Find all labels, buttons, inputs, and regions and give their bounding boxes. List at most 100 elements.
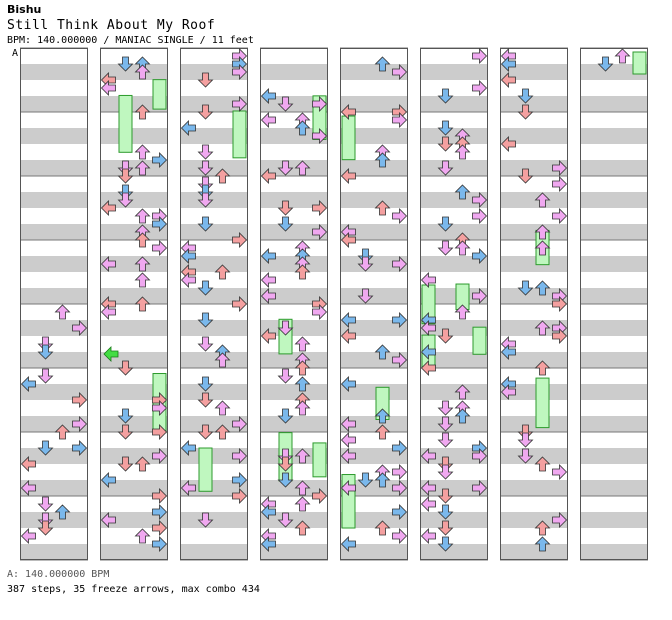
column-border xyxy=(340,48,408,560)
step-arrow-up xyxy=(374,520,391,536)
step-arrow-left xyxy=(180,248,196,264)
step-arrow-down xyxy=(117,168,134,184)
freeze-arrow xyxy=(535,377,550,429)
beat-stripe xyxy=(180,480,248,496)
step-arrow-left xyxy=(340,328,356,344)
chart-column xyxy=(580,47,648,561)
step-arrow-up xyxy=(294,496,311,512)
step-arrow-down xyxy=(437,328,454,344)
beat-stripe xyxy=(580,544,648,560)
beat-stripe xyxy=(500,96,568,112)
step-arrow-right xyxy=(232,96,248,112)
chart-column xyxy=(340,47,408,561)
beat-stripe xyxy=(500,512,568,528)
step-arrow-down xyxy=(437,416,454,432)
step-arrow-left xyxy=(340,416,356,432)
step-arrow-right xyxy=(312,128,328,144)
step-arrow-left xyxy=(260,536,276,552)
beat-stripe xyxy=(500,448,568,464)
step-arrow-down xyxy=(277,456,294,472)
step-arrow-right xyxy=(552,176,568,192)
step-arrow-right xyxy=(552,512,568,528)
step-arrow-left xyxy=(340,448,356,464)
song-title: Still Think About My Roof xyxy=(7,18,216,33)
step-arrow-right xyxy=(472,192,488,208)
step-arrow-right xyxy=(72,440,88,456)
beat-stripe xyxy=(180,256,248,272)
beat-stripe xyxy=(420,320,488,336)
step-arrow-down xyxy=(197,144,214,160)
column-border xyxy=(500,48,568,560)
step-arrow-up xyxy=(374,56,391,72)
step-arrow-down xyxy=(437,464,454,480)
beat-stripe xyxy=(180,320,248,336)
step-arrow-left xyxy=(260,112,276,128)
step-arrow-up xyxy=(214,424,231,440)
step-arrow-left xyxy=(500,72,516,88)
beat-stripe xyxy=(100,128,168,144)
beat-stripe xyxy=(420,544,488,560)
step-arrow-left xyxy=(100,472,116,488)
step-arrow-left xyxy=(260,168,276,184)
step-arrow-up xyxy=(294,120,311,136)
step-arrow-up xyxy=(214,400,231,416)
beat-stripe xyxy=(500,224,568,240)
step-arrow-down xyxy=(437,216,454,232)
beat-stripe xyxy=(100,192,168,208)
step-arrow-up xyxy=(454,384,471,400)
beat-stripe xyxy=(500,256,568,272)
section-marker: A xyxy=(12,48,19,59)
step-arrow-up xyxy=(214,352,231,368)
step-arrow-up xyxy=(454,240,471,256)
step-arrow-down xyxy=(277,96,294,112)
beat-stripe xyxy=(100,64,168,80)
step-arrow-right xyxy=(472,480,488,496)
step-arrow-up xyxy=(134,256,151,272)
step-arrow-up xyxy=(534,536,551,552)
step-arrow-left xyxy=(260,248,276,264)
column-border xyxy=(260,48,328,560)
beat-stripe xyxy=(180,512,248,528)
step-arrow-up xyxy=(134,272,151,288)
step-arrow-right xyxy=(312,304,328,320)
step-arrow-down xyxy=(437,456,454,472)
chart-column xyxy=(20,47,88,561)
beat-stripe xyxy=(260,256,328,272)
step-arrow-right xyxy=(552,296,568,312)
step-arrow-down xyxy=(117,424,134,440)
step-arrow-down xyxy=(277,200,294,216)
step-arrow-down xyxy=(197,312,214,328)
beat-stripe xyxy=(100,256,168,272)
step-arrow-left xyxy=(500,384,516,400)
beat-stripe xyxy=(420,448,488,464)
step-arrow-down xyxy=(117,56,134,72)
beat-stripe xyxy=(500,288,568,304)
step-arrow-left xyxy=(340,536,356,552)
step-arrow-down xyxy=(197,424,214,440)
step-arrow-down xyxy=(437,432,454,448)
step-arrow-down xyxy=(37,368,54,384)
step-arrow-left xyxy=(420,496,436,512)
step-arrow-up xyxy=(614,48,631,64)
beat-stripe xyxy=(340,512,408,528)
beat-stripe xyxy=(340,128,408,144)
step-arrow-left xyxy=(100,304,116,320)
step-arrow-down xyxy=(277,320,294,336)
beat-stripe xyxy=(260,384,328,400)
step-arrow-down xyxy=(117,160,134,176)
step-arrow-left xyxy=(100,256,116,272)
step-arrow-down xyxy=(117,192,134,208)
beat-stripe xyxy=(340,224,408,240)
chart-column xyxy=(100,47,168,561)
step-arrow-right xyxy=(552,464,568,480)
bpm-change-list: A: 140.000000 BPM xyxy=(7,569,110,580)
step-arrow-down xyxy=(197,392,214,408)
beat-stripe xyxy=(180,64,248,80)
step-arrow-left xyxy=(420,360,436,376)
beat-stripe xyxy=(20,448,88,464)
step-arrow-left xyxy=(180,480,196,496)
beat-stripe xyxy=(180,288,248,304)
step-arrow-right xyxy=(152,240,168,256)
step-arrow-down xyxy=(437,536,454,552)
step-arrow-up xyxy=(294,264,311,280)
